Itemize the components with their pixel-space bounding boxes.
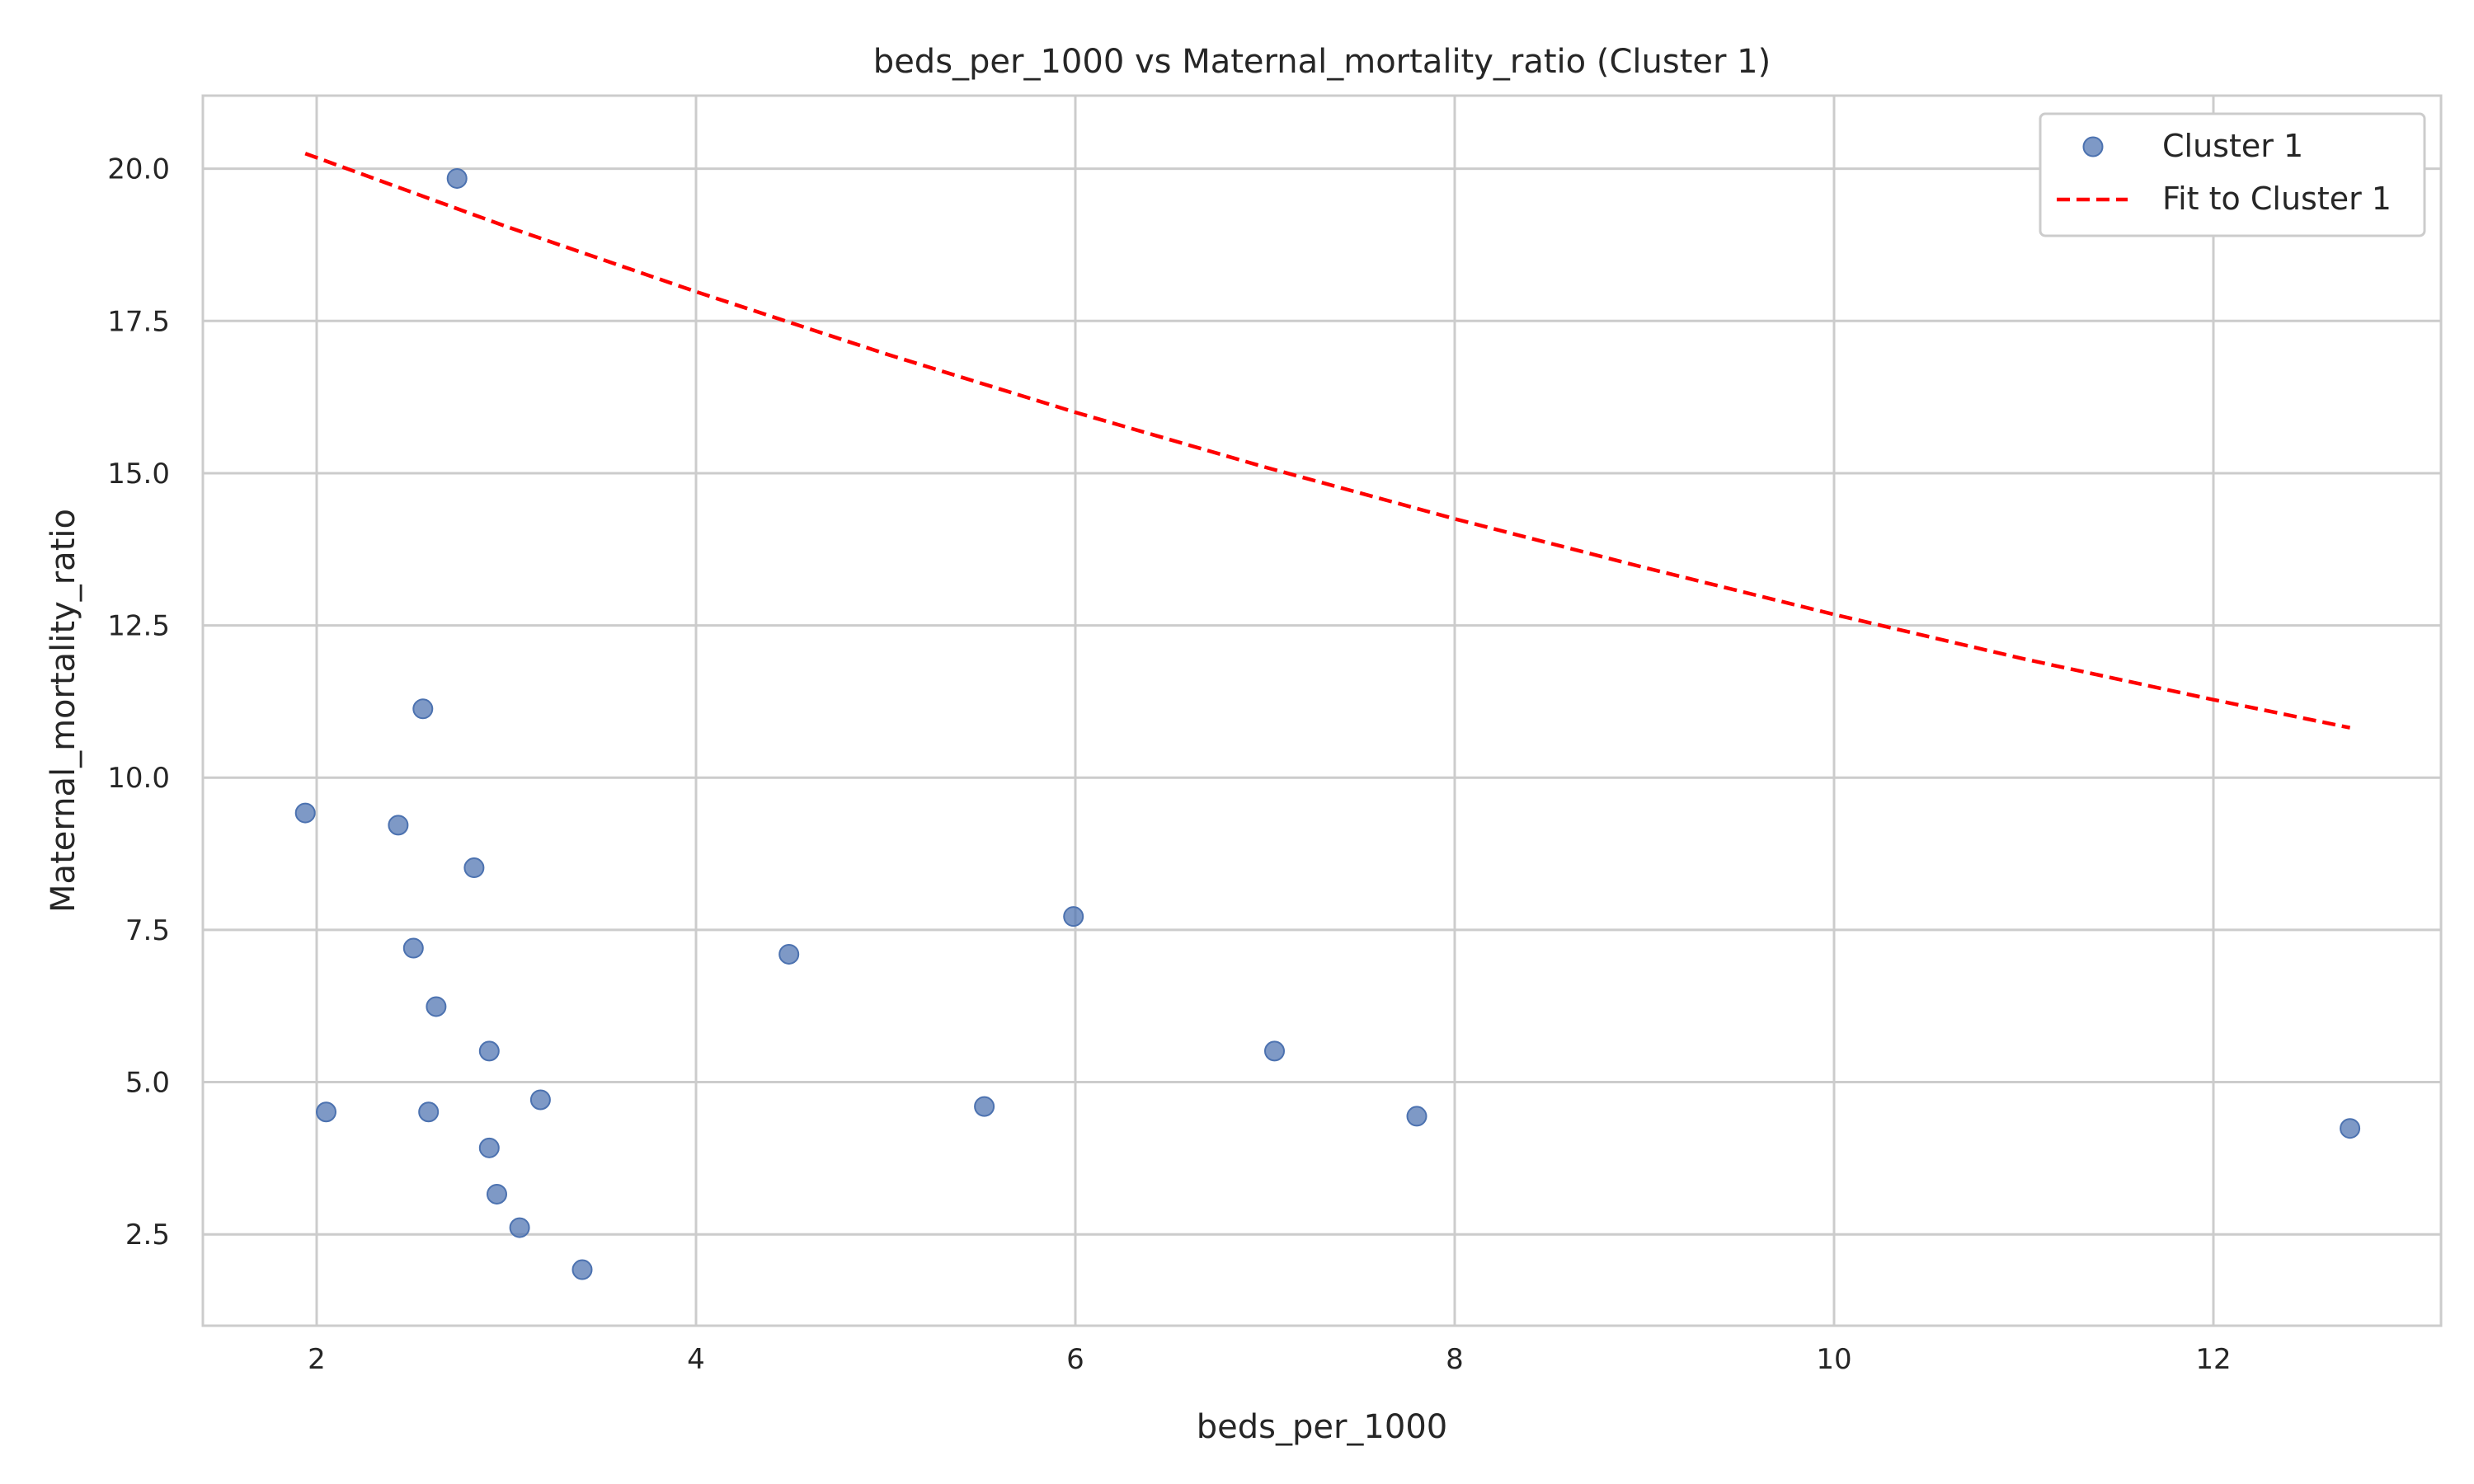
scatter-point (2340, 1118, 2361, 1139)
x-tick-labels: 2 4 6 8 10 12 (308, 1343, 2231, 1376)
legend-scatter-marker (2082, 136, 2104, 157)
chart-title: beds_per_1000 vs Maternal_mortality_rati… (873, 43, 1771, 81)
x-axis-label: beds_per_1000 (1197, 1408, 1447, 1446)
y-axis-label: Maternal_mortality_ratio (45, 509, 82, 913)
scatter-point (1264, 1040, 1285, 1062)
scatter-point (478, 1040, 500, 1062)
scatter-point (418, 1101, 440, 1123)
scatter-point (478, 1137, 500, 1158)
y-tick-label: 15.0 (107, 458, 170, 491)
scatter-point (529, 1089, 551, 1111)
x-tick-label: 4 (687, 1343, 705, 1376)
plot-frame (201, 94, 2443, 1327)
legend-label-cluster: Cluster 1 (2162, 128, 2303, 164)
scatter-point (1063, 906, 1084, 928)
grid-lines (203, 96, 2441, 1326)
scatter-point (463, 857, 485, 879)
y-tick-label: 12.5 (107, 610, 170, 643)
scatter-point (426, 996, 447, 1017)
scatter-point (571, 1259, 593, 1280)
scatter-point (412, 698, 434, 720)
y-tick-label: 20.0 (107, 153, 170, 186)
y-tick-labels: 2.5 5.0 7.5 10.0 12.5 15.0 17.5 20.0 (107, 153, 170, 1252)
fit-line-layer (304, 152, 2351, 730)
scatter-point (294, 802, 316, 824)
scatter-point (974, 1096, 995, 1117)
scatter-point (509, 1217, 530, 1238)
points-layer (294, 167, 2361, 1280)
y-tick-label: 5.0 (125, 1067, 170, 1100)
legend-box (2039, 112, 2426, 237)
scatter-point (1406, 1106, 1427, 1127)
scatter-point (316, 1101, 336, 1123)
scatter-point (388, 815, 409, 836)
legend: Cluster 1 Fit to Cluster 1 (2039, 112, 2426, 237)
scatter-point (487, 1183, 507, 1205)
y-tick-label: 10.0 (107, 762, 170, 795)
y-tick-label: 2.5 (125, 1219, 170, 1252)
x-tick-label: 2 (308, 1343, 326, 1376)
x-tick-label: 6 (1066, 1343, 1084, 1376)
x-tick-label: 10 (1816, 1343, 1851, 1376)
y-tick-label: 17.5 (107, 305, 170, 338)
scatter-point (446, 167, 468, 189)
x-tick-label: 8 (1446, 1343, 1464, 1376)
y-tick-label: 7.5 (125, 914, 170, 947)
x-tick-label: 12 (2195, 1343, 2231, 1376)
scatter-point (402, 937, 424, 959)
legend-label-fit: Fit to Cluster 1 (2162, 181, 2392, 217)
fit-line (304, 152, 2351, 730)
scatter-point (778, 943, 800, 965)
